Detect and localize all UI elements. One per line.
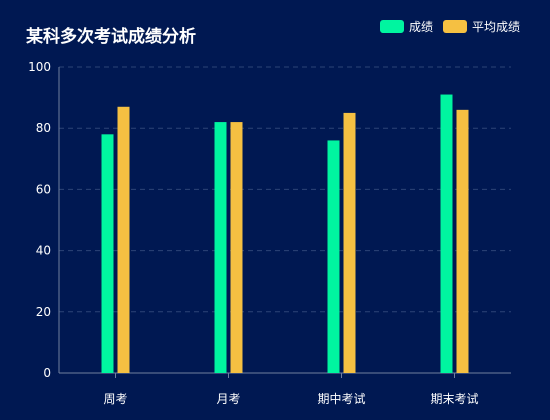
legend-item-average[interactable]: 平均成绩 <box>442 18 520 35</box>
y-tick-label: 80 <box>36 121 51 135</box>
bar-score[interactable] <box>214 122 227 373</box>
y-tick-label: 100 <box>28 60 51 74</box>
axes <box>58 67 511 378</box>
grid-lines <box>59 66 511 313</box>
bar-score[interactable] <box>440 94 453 373</box>
legend-swatch-average <box>442 20 467 33</box>
y-tick-label: 0 <box>43 366 51 380</box>
x-tick-label: 期末考试 <box>430 391 478 406</box>
bar-average[interactable] <box>117 106 130 373</box>
bars <box>101 94 469 374</box>
y-tick-label: 20 <box>36 305 51 319</box>
chart-title: 某科多次考试成绩分析 <box>26 27 196 47</box>
x-tick-label: 月考 <box>216 392 240 406</box>
legend-label-average: 平均成绩 <box>471 20 520 34</box>
bar-average[interactable] <box>343 112 356 374</box>
chart-legend: 成绩 平均成绩 <box>379 18 520 35</box>
y-tick-label: 60 <box>36 182 51 196</box>
x-tick-label: 周考 <box>103 392 127 406</box>
x-tick-label: 期中考试 <box>317 391 365 406</box>
y-tick-label: 40 <box>36 244 51 258</box>
bar-average[interactable] <box>230 122 243 373</box>
bar-score[interactable] <box>101 134 114 373</box>
legend-item-score[interactable]: 成绩 <box>379 18 433 35</box>
legend-swatch-score <box>379 20 404 33</box>
bar-score[interactable] <box>327 140 340 373</box>
axis-labels: 0 20 40 60 80 100 周考 月考 期中考试 期末考试 <box>28 60 478 406</box>
legend-label-score: 成绩 <box>408 20 433 34</box>
bar-average[interactable] <box>456 109 469 373</box>
